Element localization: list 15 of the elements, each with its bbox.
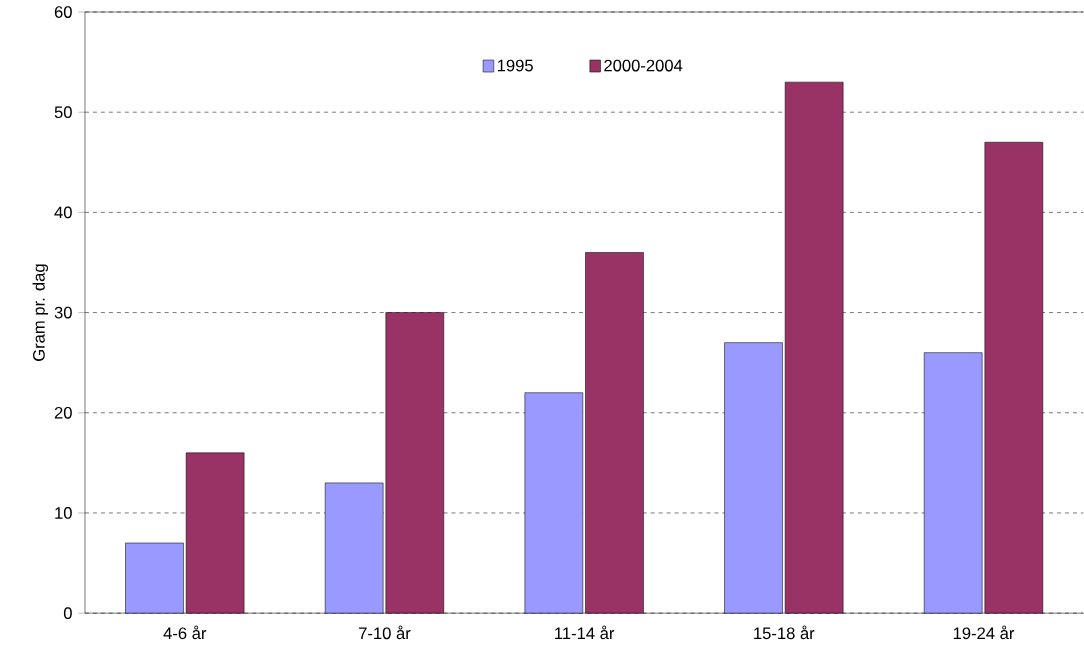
y-tick-label: 60 (54, 6, 72, 18)
x-tick-label: 4-6 år (163, 625, 207, 640)
y-tick-label: 10 (55, 507, 72, 519)
x-tick-label: 7-10 år (359, 625, 411, 640)
y-tick-label: 50 (54, 106, 72, 119)
y-tick-label: 40 (54, 206, 72, 219)
x-tick-label: 19-24 år (953, 625, 1015, 640)
y-tick-label: 0 (63, 607, 72, 620)
legend-label: 1995 (497, 59, 533, 72)
x-tick-label: 15-18 år (754, 625, 815, 640)
y-axis-title: Gram pr. dag (32, 264, 49, 362)
x-tick-label: 11-14 år (555, 625, 615, 640)
y-tick-label: 20 (54, 406, 72, 419)
y-tick-label: 30 (54, 306, 72, 319)
legend-label: 2000-2004 (604, 59, 683, 72)
